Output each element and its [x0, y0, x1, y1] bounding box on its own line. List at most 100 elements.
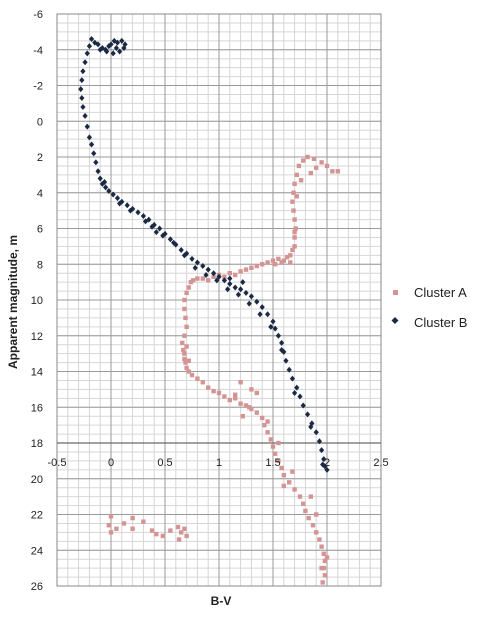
data-point [279, 339, 285, 346]
data-point [322, 558, 328, 564]
data-point [153, 229, 159, 236]
data-point [222, 394, 227, 399]
data-point [97, 46, 103, 53]
data-point [182, 526, 187, 531]
data-point [189, 255, 195, 262]
y-tick-label: 14 [31, 367, 43, 379]
data-point [322, 463, 328, 470]
y-tick-label: 22 [31, 510, 43, 522]
data-point [313, 429, 319, 436]
x-tick-label: 2 [324, 457, 330, 469]
data-point [254, 410, 259, 415]
data-point [227, 275, 233, 282]
data-point [276, 458, 281, 464]
data-point [265, 419, 270, 424]
data-point [289, 375, 296, 382]
data-point [200, 263, 206, 270]
data-point [227, 280, 233, 287]
data-point [314, 530, 319, 535]
data-point [149, 528, 155, 533]
data-point [290, 469, 295, 474]
series-cluster-b [78, 36, 330, 473]
data-point [238, 269, 243, 274]
data-point [183, 315, 188, 321]
data-point [300, 402, 306, 409]
data-point [322, 573, 328, 578]
data-point [106, 523, 112, 528]
data-point [321, 456, 327, 463]
legend: Cluster A Cluster B [391, 285, 467, 330]
data-point [254, 298, 260, 305]
data-point [182, 351, 187, 356]
legend-label-cluster-b: Cluster B [414, 315, 467, 330]
data-point [254, 390, 259, 396]
data-point [82, 59, 88, 66]
data-point [335, 169, 340, 174]
data-point [324, 163, 330, 169]
data-point [179, 530, 184, 535]
data-point [310, 523, 316, 528]
data-point [308, 423, 314, 430]
data-point [284, 254, 290, 260]
data-point [205, 266, 211, 273]
data-point [238, 286, 244, 293]
series-layer [78, 36, 340, 585]
x-tick-label: 0 [108, 457, 114, 469]
data-point [233, 392, 238, 397]
data-point [259, 304, 265, 311]
data-point [176, 537, 182, 542]
data-point [221, 277, 227, 284]
data-point [260, 415, 265, 421]
data-point [243, 289, 249, 296]
data-point [106, 187, 112, 194]
data-point [292, 181, 297, 187]
data-point [200, 380, 205, 385]
data-point [91, 150, 97, 157]
data-point [113, 44, 119, 51]
data-point [108, 514, 114, 519]
data-point [232, 284, 238, 291]
data-point [186, 285, 191, 290]
data-point [304, 411, 311, 418]
data-point [260, 262, 265, 267]
data-point [272, 262, 278, 267]
y-tick-label: -6 [33, 9, 43, 21]
data-point [130, 515, 135, 521]
data-point [227, 270, 232, 276]
x-tick-label: 1 [216, 457, 222, 469]
data-point [88, 36, 95, 43]
data-point [243, 267, 249, 272]
data-point [184, 344, 189, 349]
data-point [243, 403, 249, 408]
data-point [168, 528, 173, 533]
data-point [79, 95, 85, 102]
y-tick-label: -4 [33, 45, 43, 57]
data-point [238, 380, 243, 385]
y-axis-title: Apparent magnitude, m [6, 235, 20, 369]
y-tick-label: 16 [31, 402, 43, 414]
data-point [195, 376, 200, 381]
data-point [265, 430, 270, 435]
data-point [181, 252, 188, 259]
plot-border [56, 13, 382, 587]
data-point [330, 169, 335, 174]
y-tick-label: 2 [37, 152, 43, 164]
data-point [157, 225, 163, 232]
data-point [283, 357, 289, 364]
data-point [175, 524, 181, 530]
data-point [103, 184, 109, 191]
data-point [324, 466, 330, 473]
data-point [149, 223, 155, 230]
data-point [114, 39, 121, 46]
data-point [235, 291, 242, 298]
y-tick-label: 18 [31, 438, 43, 450]
legend-label-cluster-a: Cluster A [414, 285, 467, 300]
x-tick-label: 0.5 [157, 457, 172, 469]
data-point [186, 358, 191, 363]
data-point [311, 156, 317, 161]
data-point [171, 239, 177, 246]
y-tick-label: 20 [31, 474, 43, 486]
data-point [110, 50, 116, 57]
data-point [272, 451, 278, 456]
